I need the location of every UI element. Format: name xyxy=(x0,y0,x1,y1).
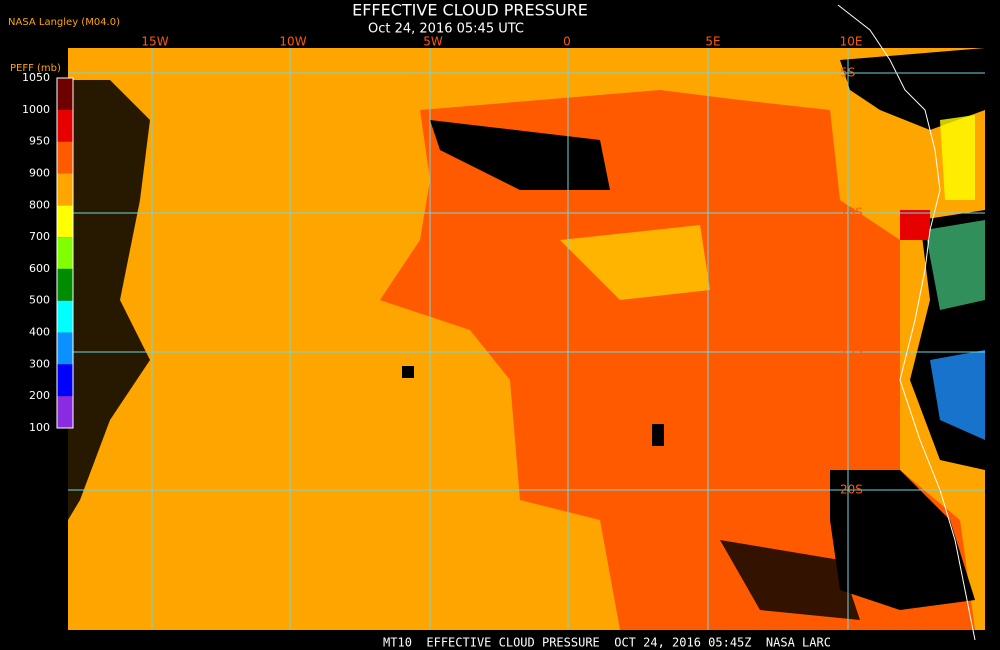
mid-cloud xyxy=(560,225,710,300)
latitude-label: 15S xyxy=(840,345,863,359)
mid-cloud xyxy=(925,220,985,310)
title: EFFECTIVE CLOUD PRESSURE xyxy=(352,1,588,20)
colorbar-tick-label: 800 xyxy=(29,198,50,211)
colorbar-segment xyxy=(57,109,73,142)
clear-area xyxy=(68,80,150,520)
colorbar-tick-label: 300 xyxy=(29,357,50,370)
coastline xyxy=(837,4,976,641)
low-cloud xyxy=(900,210,930,240)
longitude-label: 5W xyxy=(423,35,443,49)
longitude-label: 10E xyxy=(840,35,863,49)
clear-area xyxy=(430,120,610,190)
colorbar-tick-label: 400 xyxy=(29,326,50,339)
high-cloud xyxy=(930,350,985,440)
map-image xyxy=(68,4,985,641)
colorbar-segment xyxy=(57,300,73,333)
colorbar-segment xyxy=(57,205,73,238)
colorbar-segment xyxy=(57,237,73,269)
colorbar-tick-label: 1000 xyxy=(22,103,50,116)
colorbar-segment xyxy=(57,78,73,110)
subtitle: Oct 24, 2016 05:45 UTC xyxy=(368,22,524,37)
longitude-label: 0 xyxy=(563,35,571,49)
colorbar-tick-label: 100 xyxy=(29,421,50,434)
credit: NASA Langley (M04.0) xyxy=(8,17,120,28)
mid-cloud xyxy=(940,115,975,200)
colorbar-tick-label: 950 xyxy=(29,135,50,148)
clear-area xyxy=(402,366,414,378)
longitude-label: 15W xyxy=(141,35,168,49)
clear-area xyxy=(720,540,860,620)
colorbar-label: PEFF (mb) xyxy=(10,63,61,74)
colorbar-segment xyxy=(57,364,73,397)
clear-area xyxy=(652,424,664,446)
colorbar-tick-label: 700 xyxy=(29,230,50,243)
colorbar-tick-label: 500 xyxy=(29,294,50,307)
colorbar-segment xyxy=(57,268,73,301)
colorbar-segment xyxy=(57,173,73,206)
colorbar-frame xyxy=(56,77,74,429)
lower-cloud-region xyxy=(740,110,840,230)
latitude-label: 5S xyxy=(840,66,855,80)
colorbar-segment xyxy=(57,141,73,174)
longitude-label: 10W xyxy=(279,35,306,49)
footer: MT10 EFFECTIVE CLOUD PRESSURE OCT 24, 20… xyxy=(383,636,831,650)
latitude-label: 10S xyxy=(840,206,863,220)
colorbar-tick-label: 900 xyxy=(29,166,50,179)
graticule xyxy=(68,48,985,630)
latitude-label: 20S xyxy=(840,483,863,497)
colorbar-segment xyxy=(57,396,73,428)
longitude-label: 5E xyxy=(705,35,720,49)
colorbar-tick-label: 600 xyxy=(29,262,50,275)
colorbar-tick-label: 200 xyxy=(29,389,50,402)
colorbar-segment xyxy=(57,332,73,365)
colorbar-tick-label: 1050 xyxy=(22,71,50,84)
clear-area xyxy=(830,470,975,610)
clear-area xyxy=(840,48,985,130)
